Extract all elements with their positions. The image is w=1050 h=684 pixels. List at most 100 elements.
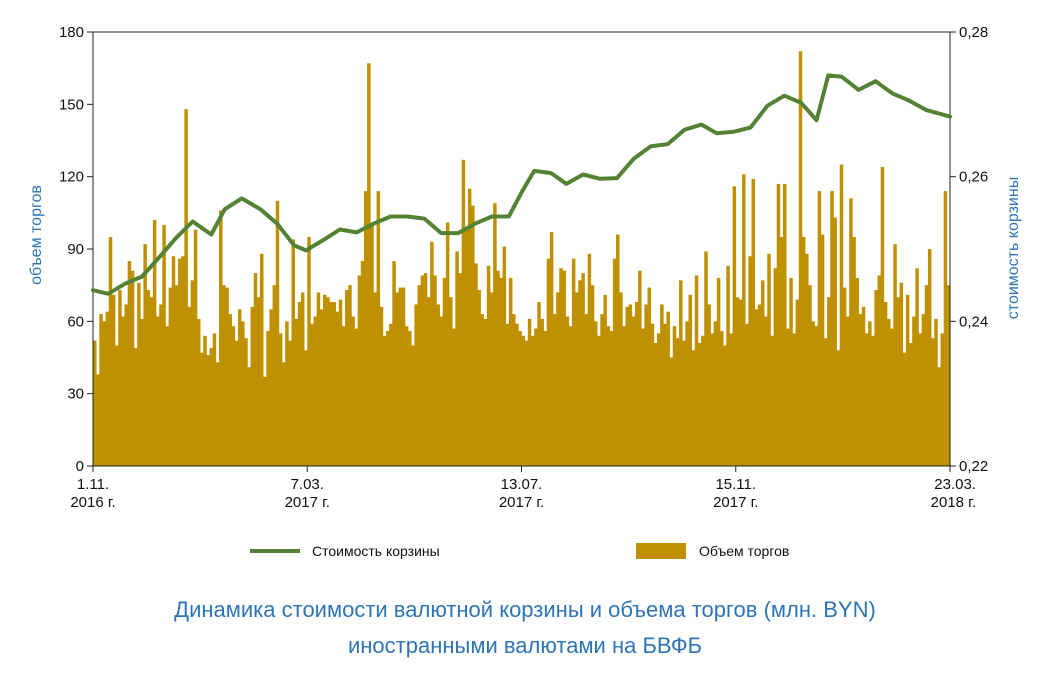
volume-bar [729,333,733,466]
x-tick-label: 23.03. [934,476,976,493]
volume-bar [641,328,645,466]
volume-bar [880,167,885,466]
volume-bar [783,183,787,466]
volume-bar [556,292,560,466]
volume-bar [310,323,314,466]
volume-bar [341,326,346,466]
volume-bar [168,287,173,466]
volume-bar [934,318,938,466]
volume-bar [868,321,872,466]
volume-bar [102,321,106,466]
volume-bar [909,343,913,466]
volume-bar [294,318,299,466]
volume-bar [745,323,749,466]
volume-bar [137,282,141,466]
volume-bar [565,316,570,466]
volume-bar [650,323,655,466]
volume-bar [748,256,752,466]
volume-bar [228,314,232,466]
x-tick-label: 2017 г. [713,494,758,511]
volume-bar [386,330,390,466]
volume-bar [360,261,365,466]
volume-bar [401,287,406,466]
volume-bar [638,270,642,466]
volume-bar [612,258,617,466]
volume-bar [886,318,891,466]
volume-bar [181,256,185,466]
volume-bar [348,285,352,466]
volume-bar [801,236,806,466]
x-tick-label: 1.11. [77,476,109,493]
volume-bar [420,275,425,466]
volume-bar [937,367,941,466]
volume-bar [616,234,620,466]
volume-bar [493,203,497,466]
volume-bar [241,321,245,466]
volume-bar [682,340,686,466]
volume-bar [549,232,554,466]
volume-bar [464,227,469,466]
volume-bar [823,338,828,466]
volume-bar [423,273,428,466]
volume-bar [231,326,236,466]
volume-bar [408,330,412,466]
volume-bar [496,270,500,466]
volume-bar [266,330,270,466]
volume-bar [858,314,863,466]
volume-bar [436,304,440,466]
volume-bar [537,302,541,466]
x-tick-label: 2016 г. [70,494,115,511]
volume-bar [357,275,362,466]
volume-bar [99,314,103,466]
volume-bar [918,333,922,466]
volume-bar [486,265,491,466]
volume-bar [927,249,932,466]
volume-bar [124,304,129,466]
volume-bar [505,323,510,466]
caption-line-2: иностранными валютами на БВФБ [347,633,703,658]
volume-bar [326,297,330,466]
volume-bar [502,246,507,466]
volume-bar [767,253,771,466]
volume-bar [738,299,743,466]
legend: Стоимость корзины Объем торгов [250,543,789,559]
volume-bar [842,287,847,466]
volume-bar [656,333,661,466]
volume-bar [184,109,188,466]
volume-bar [622,326,626,466]
volume-bar [524,340,529,466]
volume-bar [559,268,563,466]
volume-bar [839,164,844,467]
volume-bar [773,268,778,466]
volume-bar [458,273,462,466]
volume-bar [625,306,629,466]
volume-bar [644,304,648,466]
volume-bar [215,362,220,466]
volume-bar [720,330,724,466]
right-axis-title: стоимость корзины [1005,177,1022,319]
basket-value-line [91,73,952,296]
volume-bar [915,268,919,466]
volume-bar [291,239,295,466]
volume-bar [877,275,882,466]
volume-bar [272,285,277,466]
volume-bar [222,285,226,466]
volume-bar [203,335,207,466]
volume-bar [376,191,381,466]
volume-bar [795,299,800,466]
volume-bar [489,292,494,466]
volume-bar [830,191,834,466]
volume-bar [445,222,450,466]
volume-bar [256,297,261,466]
volume-bar [152,220,157,466]
volume-bar [609,330,614,466]
volume-bar [411,345,415,466]
volume-bar [694,275,699,466]
volume-bar [685,321,689,466]
volume-bar [288,340,292,466]
volume-bar [754,309,759,466]
right-tick-label: 0,28 [959,24,988,41]
volume-bar [634,302,639,466]
volume-bar [96,374,100,466]
